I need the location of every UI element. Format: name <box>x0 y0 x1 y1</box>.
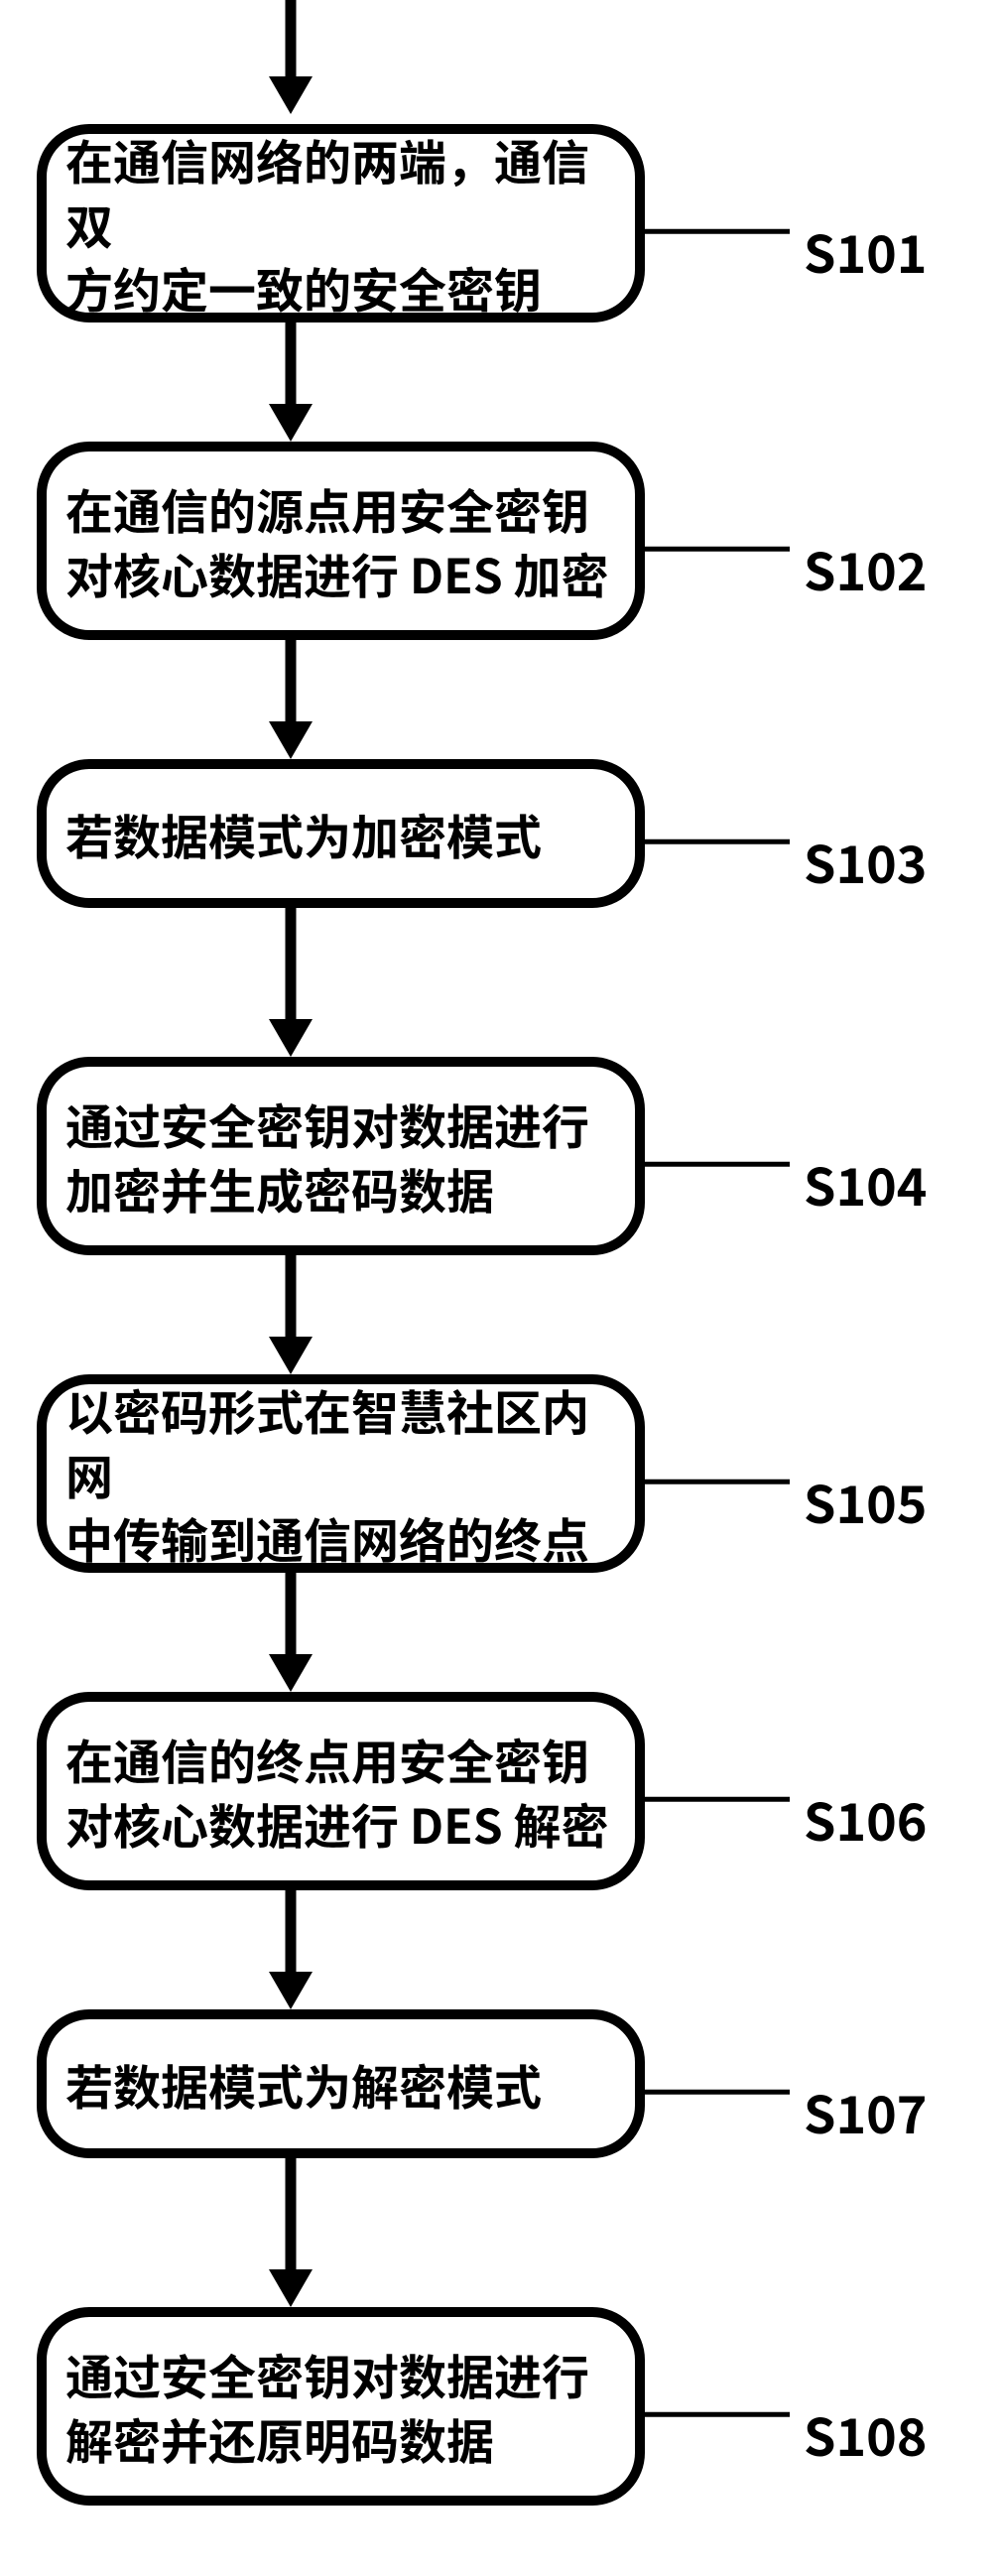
flow-node: 若数据模式为解密模式 <box>42 2014 640 2153</box>
flow-node-text: 通过安全密钥对数据进行 加密并生成密码数据 <box>65 1092 589 1221</box>
step-label: S103 <box>804 824 928 898</box>
flow-node-text: 在通信网络的两端，通信双 方约定一致的安全密钥 <box>65 127 616 320</box>
flow-node-text: 若数据模式为解密模式 <box>65 2052 542 2117</box>
flow-node-text: 以密码形式在智慧社区内网 中传输到通信网络的终点 <box>65 1377 616 1570</box>
flow-node: 在通信网络的两端，通信双 方约定一致的安全密钥 <box>42 129 640 318</box>
step-label: S106 <box>804 1781 928 1856</box>
flow-node: 通过安全密钥对数据进行 解密并还原明码数据 <box>42 2312 640 2501</box>
step-label: S101 <box>804 213 928 288</box>
flow-node-text: 若数据模式为加密模式 <box>65 802 542 866</box>
step-label: S105 <box>804 1464 928 1538</box>
step-label: S104 <box>804 1146 928 1221</box>
flow-node: 在通信的终点用安全密钥 对核心数据进行 DES 解密 <box>42 1697 640 1885</box>
flow-node-text: 通过安全密钥对数据进行 解密并还原明码数据 <box>65 2342 589 2471</box>
flow-node: 通过安全密钥对数据进行 加密并生成密码数据 <box>42 1062 640 1250</box>
step-label: S107 <box>804 2074 928 2148</box>
step-label: S108 <box>804 2396 928 2471</box>
flow-node-text: 在通信的源点用安全密钥 对核心数据进行 DES 加密 <box>65 476 609 605</box>
flow-node: 在通信的源点用安全密钥 对核心数据进行 DES 加密 <box>42 447 640 635</box>
flowchart-svg <box>0 0 1003 2576</box>
step-label: S102 <box>804 531 928 605</box>
flow-node-text: 在通信的终点用安全密钥 对核心数据进行 DES 解密 <box>65 1727 609 1856</box>
flow-node: 以密码形式在智慧社区内网 中传输到通信网络的终点 <box>42 1379 640 1568</box>
flow-node: 若数据模式为加密模式 <box>42 764 640 903</box>
